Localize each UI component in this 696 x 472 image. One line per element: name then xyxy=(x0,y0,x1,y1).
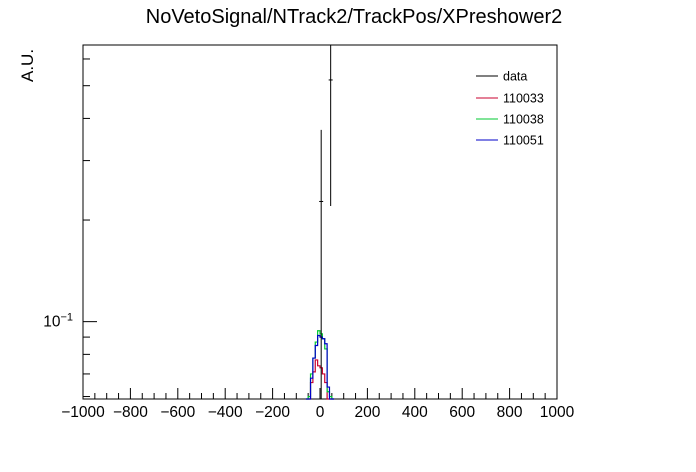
y-tick-label: 10−1 xyxy=(43,312,73,331)
series-layer xyxy=(305,330,335,400)
x-tick-label: 600 xyxy=(449,404,475,421)
y-axis: 10−1 xyxy=(43,58,97,398)
x-tick-label: 0 xyxy=(316,404,325,421)
x-tick-label: −800 xyxy=(113,404,148,421)
legend-label-110033: 110033 xyxy=(503,92,544,106)
chart-title: NoVetoSignal/NTrack2/TrackPos/XPreshower… xyxy=(146,6,562,28)
x-tick-label: −1000 xyxy=(61,404,105,421)
series-110033-line xyxy=(305,359,335,400)
legend-label-110051: 110051 xyxy=(503,134,544,148)
y-axis-label: A.U. xyxy=(18,49,37,82)
legend-label-110038: 110038 xyxy=(503,113,544,127)
x-tick-label: −600 xyxy=(160,404,195,421)
x-tick-label: −200 xyxy=(255,404,290,421)
x-tick-label: 400 xyxy=(402,404,428,421)
legend-label-data: data xyxy=(503,70,527,84)
x-tick-label: 800 xyxy=(497,404,523,421)
x-tick-label: 200 xyxy=(354,404,380,421)
x-tick-label: 1000 xyxy=(540,404,575,421)
x-tick-label: −400 xyxy=(208,404,243,421)
data-markers xyxy=(319,45,333,399)
series-110051-line xyxy=(305,334,335,400)
legend: data 110033 110038 110051 xyxy=(476,70,544,148)
x-axis: −1000 −800 −600 −400 −200 0 200 400 600 800 1000 xyxy=(61,388,575,421)
